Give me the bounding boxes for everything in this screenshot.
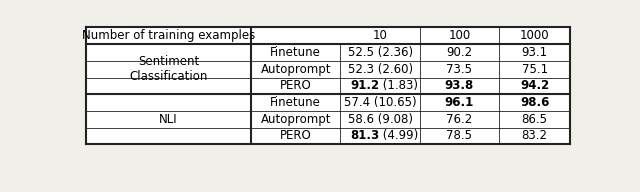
Text: 86.5: 86.5 xyxy=(522,113,548,126)
Text: 81.3(4.99): 81.3(4.99) xyxy=(349,129,411,142)
Text: 58.6(9.08): 58.6(9.08) xyxy=(349,113,411,126)
Text: 91.2(1.83): 91.2(1.83) xyxy=(349,79,411,92)
Text: Finetune: Finetune xyxy=(270,96,321,109)
Text: (1.83): (1.83) xyxy=(379,79,418,92)
Text: 81.3: 81.3 xyxy=(350,129,379,142)
Text: 98.6: 98.6 xyxy=(520,96,549,109)
Text: 10: 10 xyxy=(372,29,387,42)
Text: 100: 100 xyxy=(448,29,470,42)
Text: 83.2: 83.2 xyxy=(522,129,548,142)
Text: 73.5: 73.5 xyxy=(447,63,472,76)
Text: 57.4 (10.65): 57.4 (10.65) xyxy=(344,96,417,109)
Text: 52.3(2.60): 52.3(2.60) xyxy=(349,63,411,76)
Text: PERO: PERO xyxy=(280,79,312,92)
Text: (4.99): (4.99) xyxy=(379,129,419,142)
Text: PERO: PERO xyxy=(280,129,312,142)
Text: 52.5 (2.36): 52.5 (2.36) xyxy=(348,46,413,59)
Text: 93.8: 93.8 xyxy=(445,79,474,92)
Bar xyxy=(86,27,570,144)
Text: 52.5(2.36): 52.5(2.36) xyxy=(349,46,411,59)
Text: 91.2: 91.2 xyxy=(350,79,379,92)
Text: 52.3 (2.60): 52.3 (2.60) xyxy=(348,63,413,76)
Text: 76.2: 76.2 xyxy=(446,113,472,126)
Text: 93.1: 93.1 xyxy=(522,46,548,59)
Text: Autoprompt: Autoprompt xyxy=(260,63,331,76)
Text: 78.5: 78.5 xyxy=(447,129,472,142)
Text: Autoprompt: Autoprompt xyxy=(260,113,331,126)
Text: 58.6 (9.08): 58.6 (9.08) xyxy=(348,113,413,126)
Text: NLI: NLI xyxy=(159,113,178,126)
Text: 96.1: 96.1 xyxy=(445,96,474,109)
Text: 90.2: 90.2 xyxy=(446,46,472,59)
Text: Finetune: Finetune xyxy=(270,46,321,59)
Text: Number of training examples: Number of training examples xyxy=(82,29,255,42)
Text: Sentiment
Classification: Sentiment Classification xyxy=(129,55,208,83)
Text: 1000: 1000 xyxy=(520,29,549,42)
Text: 57.4(10.65): 57.4(10.65) xyxy=(346,96,415,109)
Text: 75.1: 75.1 xyxy=(522,63,548,76)
Text: 94.2: 94.2 xyxy=(520,79,549,92)
